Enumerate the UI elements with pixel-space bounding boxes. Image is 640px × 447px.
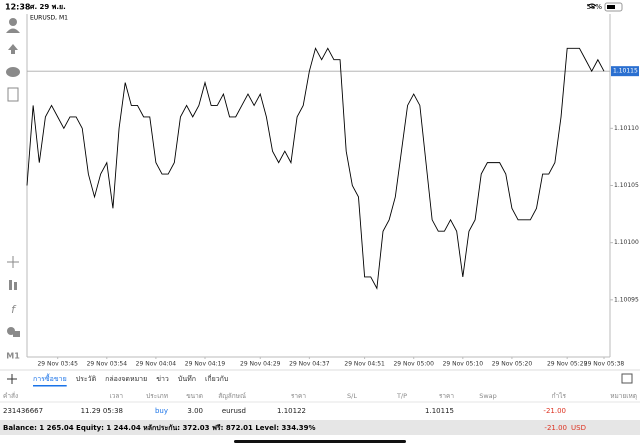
cell-profit[interactable]: -21.00 [543, 407, 566, 415]
toolbar: f [6, 18, 20, 337]
column-header: ขนาด [186, 392, 203, 400]
chat-icon[interactable] [6, 67, 20, 77]
column-header: S/L [347, 392, 357, 400]
cell-volume[interactable]: 3.00 [187, 407, 203, 415]
tab[interactable]: ข่าว [156, 375, 169, 383]
x-tick-label: 29 Nov 04:19 [185, 361, 226, 368]
layout-button[interactable] [621, 373, 633, 384]
current-price-label: 1.10115 [613, 68, 638, 75]
account-icon[interactable] [9, 18, 17, 26]
indicator-icon[interactable]: f [11, 303, 17, 316]
x-tick-label: 29 Nov 05:00 [393, 361, 434, 368]
cell-symbol[interactable]: eurusd [222, 407, 246, 415]
account-icon-body [6, 28, 20, 33]
add-button[interactable] [7, 374, 17, 384]
footer-total: -21.00 [544, 424, 567, 432]
timeframe[interactable]: M1 [6, 352, 20, 361]
x-tick-label: 29 Nov 05:10 [443, 361, 484, 368]
cell-type[interactable]: buy [155, 407, 168, 415]
column-header: หมายเหตุ [610, 392, 637, 400]
column-header: สัญลักษณ์ [218, 392, 246, 400]
y-tick-label: 1.10110 [614, 125, 639, 132]
column-header: กำไร [552, 392, 567, 400]
footer-summary: Balance: 1 265.04 Equity: 1 244.04 หลักป… [3, 424, 316, 432]
new-doc-icon[interactable] [7, 87, 19, 102]
trade-icon[interactable] [8, 44, 18, 54]
wifi-icon [587, 3, 597, 9]
x-tick-label: 29 Nov 05:29 [547, 361, 588, 368]
y-tick-label: 1.10105 [614, 182, 639, 189]
x-tick-label: 29 Nov 03:45 [37, 361, 78, 368]
column-header: ราคา [291, 392, 306, 400]
y-tick-label: 1.10095 [614, 296, 639, 303]
column-header: ประเภท [146, 392, 168, 400]
current-price-box [611, 66, 639, 77]
candles-icon[interactable] [9, 280, 12, 290]
chart: EURUSD, M1 1.10095 1.10100 1.10105 1.10110 1… [26, 14, 639, 368]
home-indicator [234, 440, 406, 443]
x-tick-label: 29 Nov 04:29 [240, 361, 281, 368]
footer-currency: USD [571, 424, 586, 432]
crosshair-icon[interactable] [7, 256, 19, 268]
column-header: เวลา [109, 392, 123, 400]
x-tick-label: 29 Nov 04:04 [136, 361, 177, 368]
status-date: ศ. 29 พ.ย. [30, 3, 66, 11]
x-tick-label: 29 Nov 04:51 [344, 361, 385, 368]
column-header: คำสั่ง [3, 391, 18, 400]
x-tick-label: 29 Nov 05:38 [584, 361, 625, 368]
footer-bar [0, 420, 640, 435]
cell-current-price[interactable]: 1.10115 [425, 407, 454, 415]
tab[interactable]: เกี่ยวกับ [205, 374, 228, 383]
tab[interactable]: บันทึก [178, 374, 196, 383]
column-header: ราคา [439, 392, 454, 400]
cell-time[interactable]: 11.29 05:38 [81, 407, 123, 415]
status-battery: 58% [586, 3, 602, 11]
status-time: 12:38 [5, 3, 31, 12]
tab[interactable]: การซื้อขาย [33, 372, 67, 383]
x-tick-label: 29 Nov 03:54 [87, 361, 128, 368]
column-header: T/P [396, 392, 407, 400]
battery-icon [604, 2, 623, 12]
column-header: Swap [479, 392, 497, 400]
tab[interactable]: ประวัติ [76, 375, 97, 383]
y-tick-label: 1.10100 [614, 239, 639, 246]
cell-price[interactable]: 1.10122 [277, 407, 306, 415]
x-tick-label: 29 Nov 04:37 [289, 361, 330, 368]
cell-order[interactable]: 231436667 [3, 407, 43, 415]
chart-title: EURUSD, M1 [30, 15, 68, 22]
price-line [26, 47, 605, 290]
tab[interactable]: กล่องจดหมาย [105, 375, 147, 383]
tab-underline [33, 385, 67, 387]
battery-level [607, 5, 615, 9]
x-tick-label: 29 Nov 05:20 [492, 361, 533, 368]
